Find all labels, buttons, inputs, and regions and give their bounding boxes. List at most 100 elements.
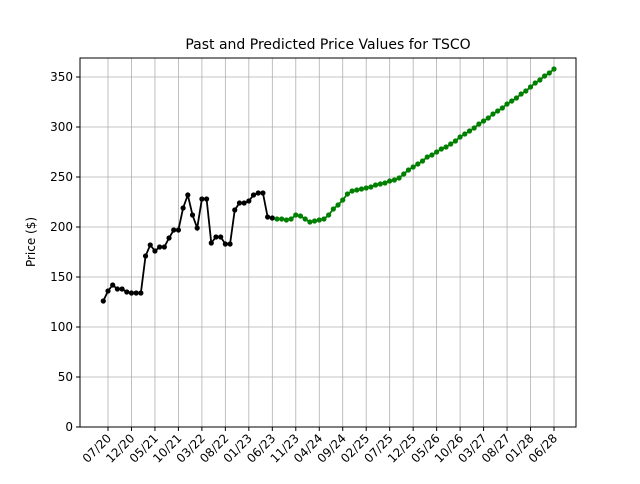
point <box>513 95 520 101</box>
point <box>415 161 421 167</box>
point <box>466 128 473 134</box>
point <box>128 290 135 296</box>
point <box>138 290 144 296</box>
point <box>250 192 257 198</box>
point <box>105 288 111 294</box>
y-tick-label: 100 <box>50 320 73 334</box>
point <box>424 154 430 160</box>
point <box>490 111 496 117</box>
point <box>391 177 397 183</box>
point <box>340 197 346 203</box>
point <box>293 212 299 218</box>
point <box>142 253 149 259</box>
point <box>326 212 332 218</box>
point <box>180 205 186 211</box>
point <box>401 171 407 177</box>
point <box>147 242 153 248</box>
point <box>485 115 491 121</box>
point <box>208 240 214 246</box>
point <box>382 180 388 186</box>
point <box>368 184 374 190</box>
point <box>372 182 379 188</box>
point <box>405 167 412 173</box>
point <box>119 286 125 292</box>
point <box>457 134 463 140</box>
point <box>476 121 482 127</box>
y-tick-label: 200 <box>50 220 73 234</box>
point <box>504 101 510 107</box>
point <box>542 73 548 79</box>
point <box>157 244 163 250</box>
point <box>269 215 275 221</box>
point <box>213 234 219 240</box>
point <box>344 191 351 197</box>
point <box>110 282 116 288</box>
point <box>222 241 228 247</box>
point <box>302 216 308 222</box>
point <box>218 234 224 240</box>
y-tick-label: 0 <box>65 420 73 434</box>
point <box>471 125 477 131</box>
point <box>260 190 266 196</box>
point <box>311 218 318 224</box>
chart-title: Past and Predicted Price Values for TSCO <box>185 37 470 53</box>
point <box>509 98 515 104</box>
point <box>246 198 252 204</box>
point <box>194 225 200 231</box>
y-axis-label: Price ($) <box>24 217 38 267</box>
point <box>100 298 106 304</box>
point <box>419 158 426 164</box>
point <box>232 207 238 213</box>
point <box>443 144 449 150</box>
point <box>189 212 196 218</box>
point <box>152 248 158 254</box>
point <box>551 66 557 72</box>
point <box>307 219 313 225</box>
point <box>297 213 304 219</box>
point <box>283 217 289 223</box>
point <box>255 190 261 196</box>
point <box>434 149 440 155</box>
point <box>321 216 327 222</box>
point <box>546 70 552 76</box>
point <box>410 164 416 170</box>
point <box>363 185 369 191</box>
point <box>265 214 271 220</box>
point <box>316 217 322 223</box>
point <box>236 200 243 206</box>
point <box>523 88 529 94</box>
y-tick-label: 350 <box>50 70 73 84</box>
point <box>358 186 365 192</box>
y-tick-label: 250 <box>50 170 73 184</box>
point <box>274 216 280 222</box>
point <box>241 200 247 206</box>
point <box>480 118 487 124</box>
point <box>438 146 444 152</box>
point <box>354 187 360 193</box>
point <box>377 181 383 187</box>
plot-frame <box>79 57 577 428</box>
point <box>185 192 191 198</box>
point <box>349 188 355 194</box>
point <box>124 289 130 295</box>
point <box>499 105 505 111</box>
point <box>227 241 233 247</box>
point <box>396 175 402 181</box>
point <box>166 235 172 241</box>
point <box>161 244 167 250</box>
point <box>429 152 435 158</box>
point <box>495 108 501 114</box>
point <box>288 216 294 222</box>
point <box>448 141 454 147</box>
point <box>452 138 459 144</box>
point <box>175 227 182 233</box>
y-tick-label: 300 <box>50 120 73 134</box>
point <box>462 131 468 137</box>
point <box>203 196 210 202</box>
point <box>335 202 341 208</box>
point <box>279 216 285 222</box>
point <box>330 206 336 212</box>
point <box>537 77 543 83</box>
y-tick-label: 150 <box>50 270 73 284</box>
